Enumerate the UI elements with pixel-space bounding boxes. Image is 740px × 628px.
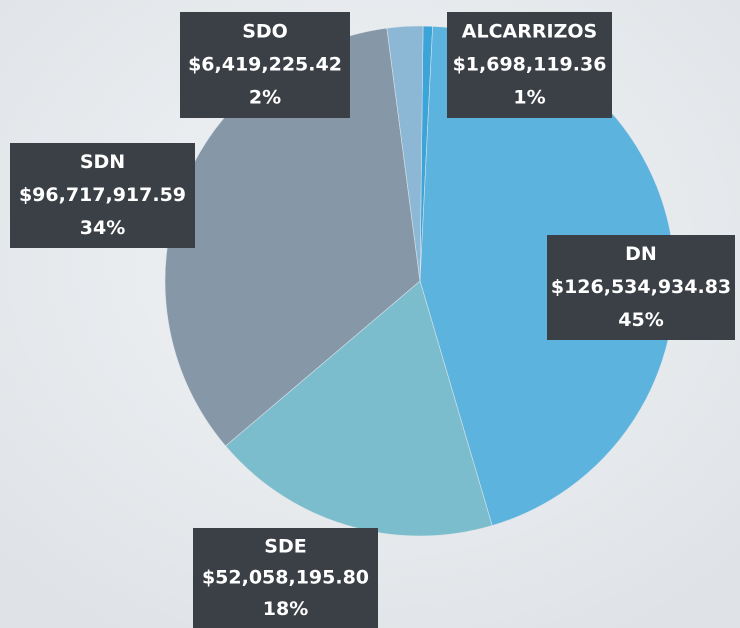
label-box — [447, 12, 612, 118]
value-label: $126,534,934.83 — [551, 276, 731, 298]
value-label: $96,717,917.59 — [19, 184, 186, 206]
labels: ALCARRIZOS $1,698,119.36 1% DN $126,534,934.… — [10, 12, 735, 628]
label-box — [547, 235, 735, 340]
label-box — [180, 12, 350, 118]
category-label: SDO — [242, 20, 288, 42]
category-label: DN — [625, 243, 657, 265]
slice — [225, 280, 493, 537]
category-label: ALCARRIZOS — [462, 20, 597, 42]
category-label: SDN — [80, 151, 125, 173]
label-box — [10, 143, 195, 248]
label-box — [193, 528, 378, 628]
percent-label: 1% — [513, 87, 545, 109]
percent-label: 34% — [80, 217, 125, 239]
value-label: $6,419,225.42 — [188, 54, 342, 76]
percent-label: 45% — [618, 309, 663, 331]
value-label: $52,058,195.80 — [202, 567, 369, 589]
value-label: $1,698,119.36 — [453, 54, 607, 76]
category-label: SDE — [264, 535, 306, 557]
percent-label: 2% — [249, 87, 281, 109]
slice — [386, 25, 424, 282]
percent-label: 18% — [263, 598, 308, 620]
